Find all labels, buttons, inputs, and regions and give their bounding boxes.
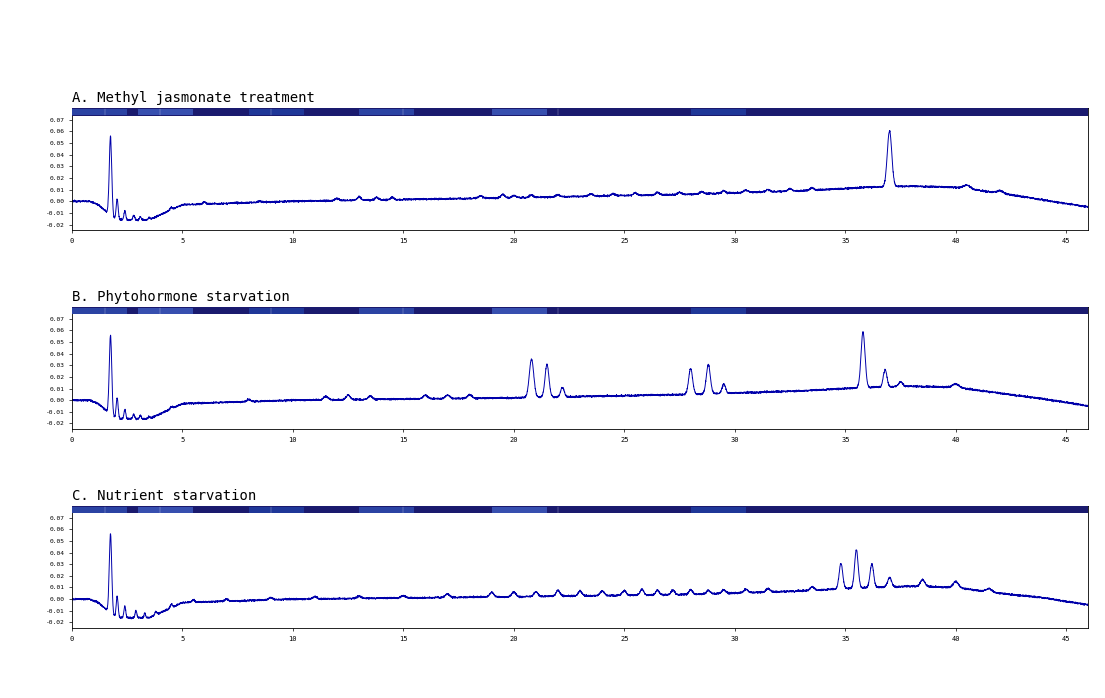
Text: C. Nutrient starvation: C. Nutrient starvation: [72, 489, 256, 503]
Text: A. Methyl jasmonate treatment: A. Methyl jasmonate treatment: [72, 91, 315, 105]
Text: B. Phytohormone starvation: B. Phytohormone starvation: [72, 290, 290, 304]
